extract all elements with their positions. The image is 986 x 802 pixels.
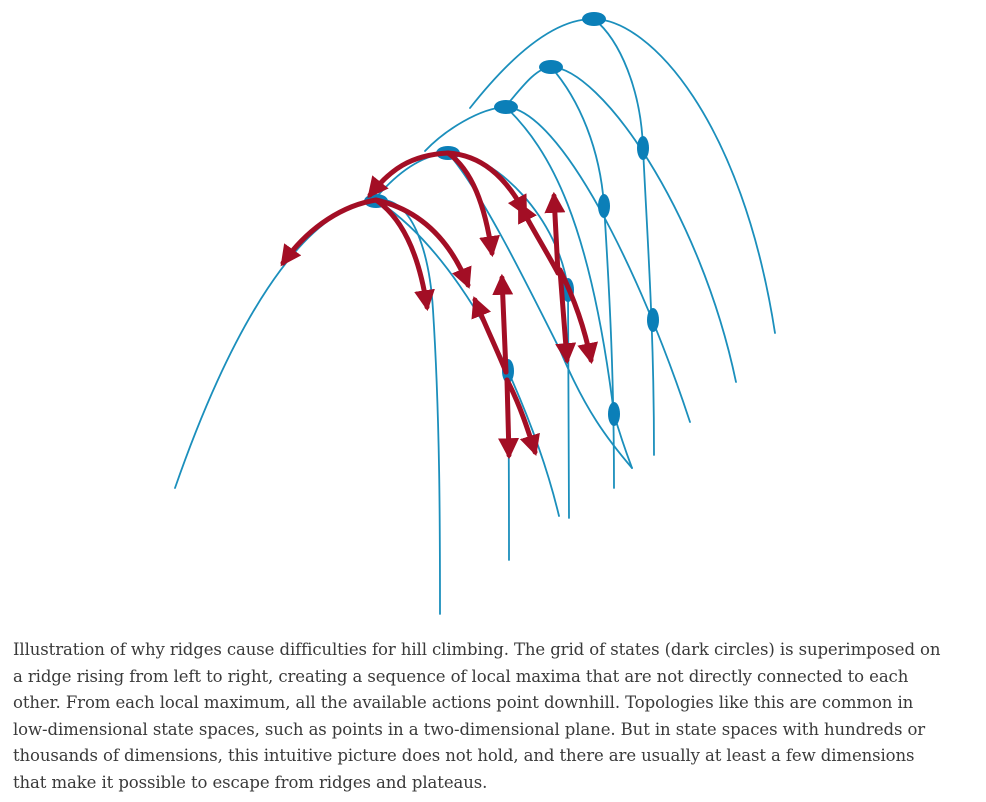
action-arrow [555,267,577,365]
ridge-curve [593,18,655,456]
action-arrow [498,377,520,460]
state-marker [582,12,606,26]
action-arrow [373,197,472,289]
ridge-curve [373,152,570,519]
state-marker [608,402,620,426]
action-arrow [517,201,561,276]
action-arrow [504,377,540,457]
ridge-curve [469,18,776,334]
state-marker [539,60,563,74]
state-marker [598,194,610,218]
state-marker [647,308,659,332]
action-arrow [492,273,514,375]
action-arrow [471,296,509,375]
action-arrow [557,267,598,365]
figure-caption: Illustration of why ridges cause difficu… [13,640,941,792]
state-marker [494,100,518,114]
ridge-curve [174,199,441,615]
action-arrow [445,150,500,258]
state-marker [637,136,649,160]
ridge-diagram [174,12,776,615]
ridge-curve [505,106,633,469]
ridge-curve [375,199,510,561]
action-arrow [373,197,435,312]
action-arrow [367,150,451,199]
ridge-curve [504,66,737,383]
action-arrow [280,197,379,267]
action-arrow [544,191,566,276]
